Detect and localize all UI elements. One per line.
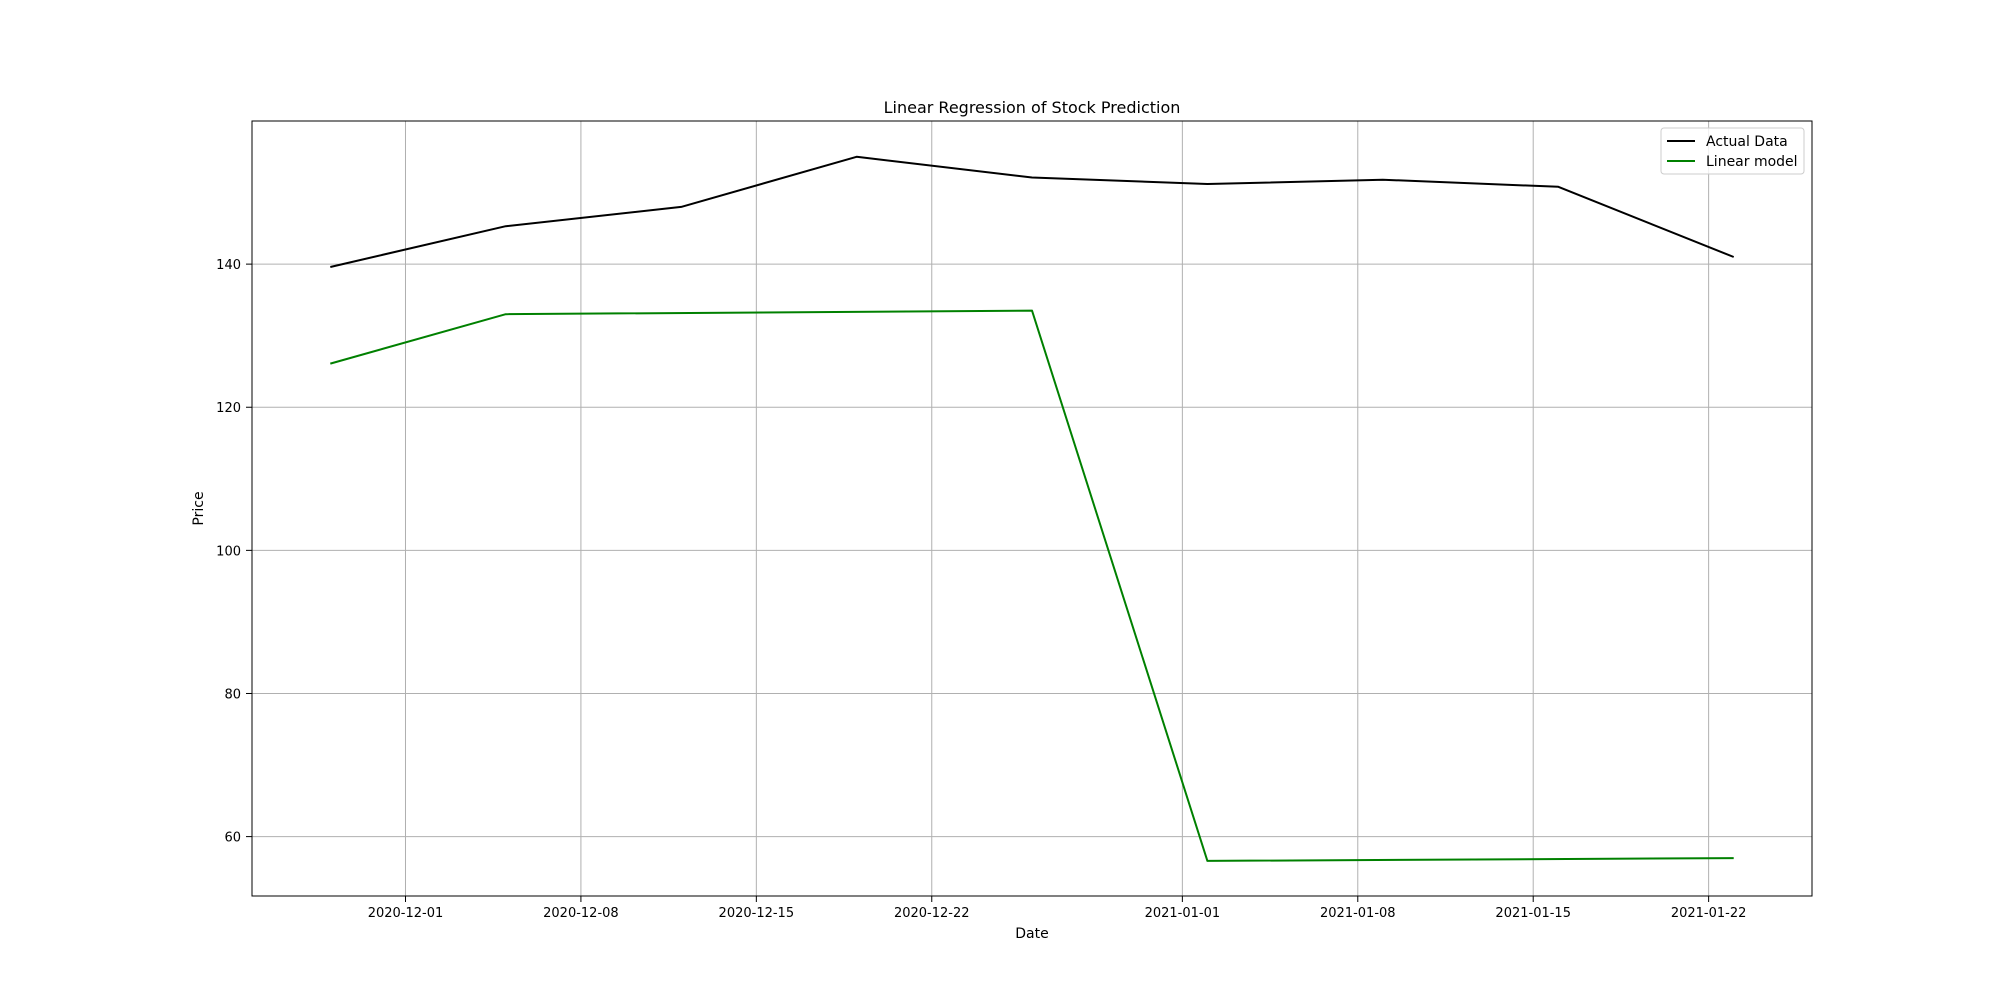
x-tick-label: 2021-01-22 [1671, 906, 1747, 921]
legend-label-actual-data: Actual Data [1706, 134, 1788, 150]
y-tick-label: 100 [216, 544, 241, 559]
y-tick-label: 120 [216, 401, 241, 416]
x-axis-label: Date [1015, 926, 1048, 942]
x-tick-label: 2021-01-08 [1320, 906, 1396, 921]
legend-label-linear-model: Linear model [1706, 154, 1798, 170]
legend: Actual Data Linear model [1661, 128, 1804, 174]
y-tick-label: 80 [224, 687, 241, 702]
x-tick-label: 2020-12-22 [894, 906, 970, 921]
x-tick-label: 2020-12-15 [719, 906, 795, 921]
x-tick-label: 2020-12-08 [543, 906, 619, 921]
chart-title: Linear Regression of Stock Prediction [884, 98, 1181, 117]
y-tick-label: 140 [216, 258, 241, 273]
x-tick-label: 2021-01-15 [1495, 906, 1571, 921]
x-tick-label: 2021-01-01 [1145, 906, 1221, 921]
x-tick-label: 2020-12-01 [368, 906, 444, 921]
y-tick-label: 60 [224, 831, 241, 846]
y-axis-label: Price [191, 491, 207, 525]
